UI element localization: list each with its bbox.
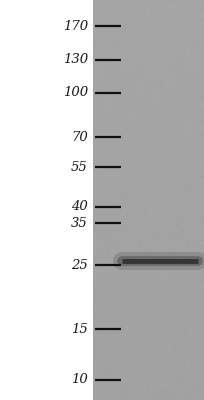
Text: 10: 10 — [71, 373, 88, 386]
Text: 70: 70 — [71, 130, 88, 144]
Text: 25: 25 — [71, 259, 88, 272]
Text: 170: 170 — [63, 20, 88, 33]
Text: 35: 35 — [71, 217, 88, 230]
Text: 130: 130 — [63, 53, 88, 66]
Text: 55: 55 — [71, 161, 88, 174]
Text: 100: 100 — [63, 86, 88, 99]
Text: 15: 15 — [71, 323, 88, 336]
Text: 40: 40 — [71, 200, 88, 213]
